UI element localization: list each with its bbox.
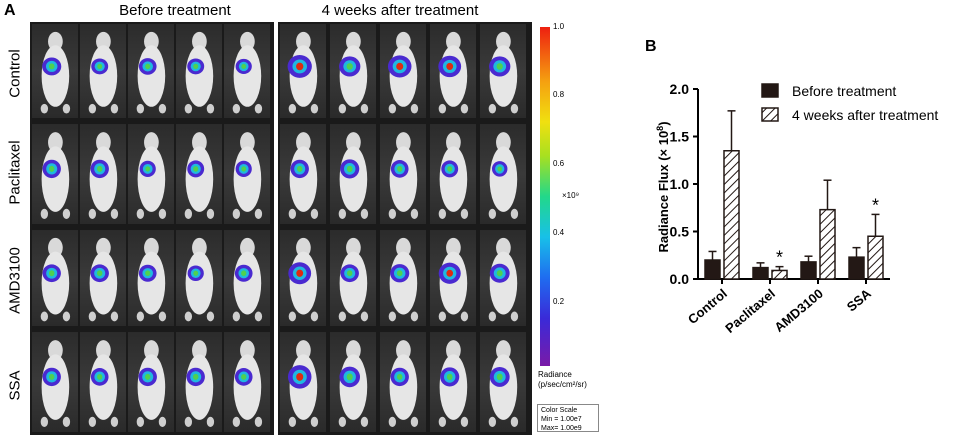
mouse-image-after [280, 230, 326, 326]
y-axis-label: Radiance Flux (× 108) [655, 121, 671, 252]
colorbar-multiplier: ×10⁹ [562, 191, 579, 200]
mouse-image-after [480, 230, 526, 326]
mouse-image-after [380, 230, 426, 326]
bar [867, 235, 884, 280]
legend-label: Before treatment [792, 83, 896, 99]
x-tick-label: AMD3100 [771, 286, 825, 335]
mouse-image-before [32, 230, 78, 326]
mouse-image-before [176, 230, 222, 326]
mouse-image-before [32, 124, 78, 224]
mouse-image-after [280, 124, 326, 224]
y-tick-label: 0.0 [670, 271, 690, 287]
mouse-image-after [480, 124, 526, 224]
mouse-image-after [330, 124, 376, 224]
mouse-image-before [176, 24, 222, 118]
mouse-image-before [80, 24, 126, 118]
mouse-image-after [430, 124, 476, 224]
mouse-image-before [80, 124, 126, 224]
y-tick-label: 0.5 [670, 224, 690, 240]
mouse-image-before [128, 332, 174, 432]
mouse-image-before [32, 24, 78, 118]
mouse-image-before [128, 230, 174, 326]
color-scale-max: Max= 1.00e9 [541, 425, 582, 432]
legend-swatch [761, 107, 779, 122]
y-tick-label: 2.0 [670, 81, 690, 97]
mouse-image-after [430, 332, 476, 432]
colorbar-tick-0.6: 0.6 [553, 159, 565, 168]
mouse-image-after [480, 24, 526, 118]
colorbar-tick-0.4: 0.4 [553, 228, 565, 237]
colorbar-unit-line1: Radiance [538, 370, 572, 379]
x-tick-label: SSA [844, 285, 875, 314]
x-tick-label: Control [685, 286, 730, 327]
mouse-image-after [330, 230, 376, 326]
mouse-image-before [128, 124, 174, 224]
mouse-image-before [32, 332, 78, 432]
colorbar-tick-1: 1.0 [553, 22, 565, 31]
mouse-image-after [280, 332, 326, 432]
mouse-image-after [280, 24, 326, 118]
color-scale-title: Color Scale [541, 407, 578, 414]
mouse-image-before [80, 332, 126, 432]
colorbar-tick-0.2: 0.2 [553, 297, 565, 306]
mouse-image-after [330, 332, 376, 432]
panel-a-label: A [4, 2, 16, 19]
colorbar [540, 27, 550, 366]
panel-b-label: B [645, 38, 657, 55]
bar [848, 256, 865, 280]
significance-marker: * [872, 195, 879, 215]
mouse-image-before [224, 230, 270, 326]
mouse-image-before [224, 24, 270, 118]
mouse-image-after [480, 332, 526, 432]
mouse-image-after [330, 24, 376, 118]
mouse-image-before [176, 124, 222, 224]
bar [704, 259, 721, 280]
column-header-before: Before treatment [119, 2, 231, 19]
mouse-image-before [80, 230, 126, 326]
mouse-image-before [176, 332, 222, 432]
legend-swatch [761, 83, 779, 98]
color-scale-box: Color Scale Min = 1.00e7 Max= 1.00e9 [537, 404, 599, 432]
significance-marker: * [776, 248, 783, 268]
mouse-image-before [128, 24, 174, 118]
y-tick-label: 1.5 [670, 129, 690, 145]
colorbar-tick-0.8: 0.8 [553, 90, 565, 99]
colorbar-unit-line2: (p/sec/cm²/sr) [538, 380, 587, 389]
mouse-image-after [430, 24, 476, 118]
legend-label: 4 weeks after treatment [792, 107, 938, 123]
mouse-image-after [380, 124, 426, 224]
mouse-image-before [224, 332, 270, 432]
mouse-image-after [430, 230, 476, 326]
bar [819, 208, 836, 280]
mouse-image-after [380, 332, 426, 432]
mouse-image-before [224, 124, 270, 224]
x-tick-label: Paclitaxel [722, 286, 778, 336]
y-tick-label: 1.0 [670, 176, 690, 192]
bar [723, 150, 740, 280]
bar [752, 266, 769, 280]
bar [771, 269, 788, 280]
mouse-image-after [380, 24, 426, 118]
column-header-after: 4 weeks after treatment [321, 2, 479, 19]
bar [800, 261, 817, 280]
color-scale-min: Min = 1.00e7 [541, 416, 582, 423]
